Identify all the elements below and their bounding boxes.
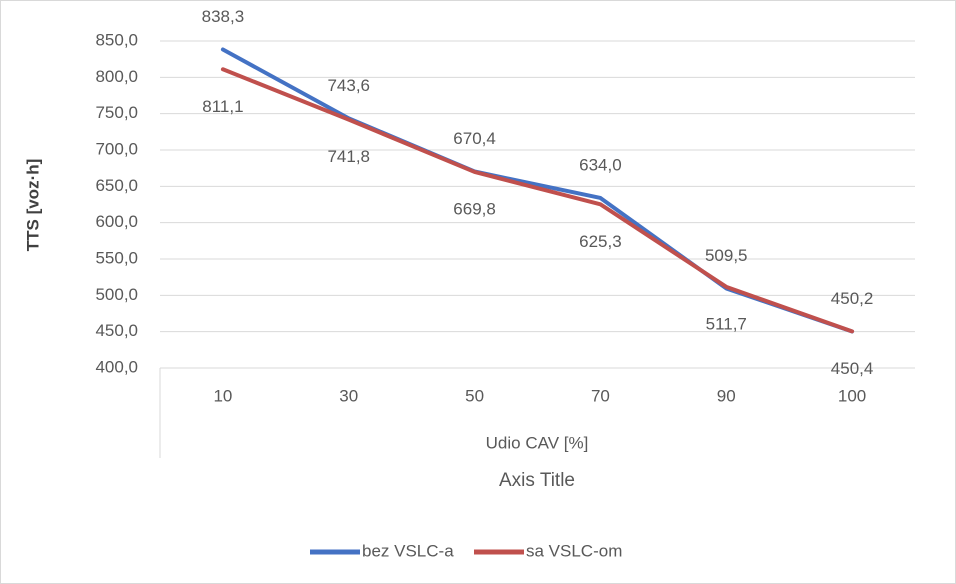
data-label: 625,3 — [579, 232, 622, 251]
data-label: 743,6 — [327, 76, 370, 95]
y-tick-label: 550,0 — [95, 248, 138, 267]
x-tick-label: 70 — [591, 386, 610, 405]
x-tick-label: 100 — [838, 386, 866, 405]
y-tick-label: 750,0 — [95, 103, 138, 122]
y-tick-label: 500,0 — [95, 285, 138, 304]
data-label: 838,3 — [202, 7, 245, 26]
x-axis-title: Axis Title — [499, 470, 575, 491]
y-tick-label: 700,0 — [95, 139, 138, 158]
legend-label: sa VSLC-om — [526, 541, 622, 560]
y-tick-label: 450,0 — [95, 321, 138, 340]
data-label: 670,4 — [453, 129, 496, 148]
y-tick-label: 400,0 — [95, 357, 138, 376]
x-tick-label: 10 — [213, 386, 232, 405]
data-label: 741,8 — [327, 147, 370, 166]
x-group-label: Udio CAV [%] — [486, 433, 589, 452]
series-line — [220, 67, 855, 334]
y-tick-label: 650,0 — [95, 176, 138, 195]
y-tick-label: 850,0 — [95, 30, 138, 49]
data-label: 669,8 — [453, 199, 496, 218]
legend-label: bez VSLC-a — [362, 541, 454, 560]
x-tick-label: 90 — [717, 386, 736, 405]
x-tick-label: 50 — [465, 386, 484, 405]
y-tick-label: 600,0 — [95, 212, 138, 231]
y-tick-label: 800,0 — [95, 67, 138, 86]
data-label: 450,2 — [831, 289, 874, 308]
y-axis-title: TTS [voz·h] — [23, 159, 42, 252]
data-label: 509,5 — [705, 246, 748, 265]
data-label: 450,4 — [831, 359, 874, 378]
data-label: 811,1 — [202, 97, 243, 116]
data-label: 634,0 — [579, 155, 622, 174]
x-tick-label: 30 — [339, 386, 358, 405]
data-label: 511,7 — [706, 314, 747, 333]
